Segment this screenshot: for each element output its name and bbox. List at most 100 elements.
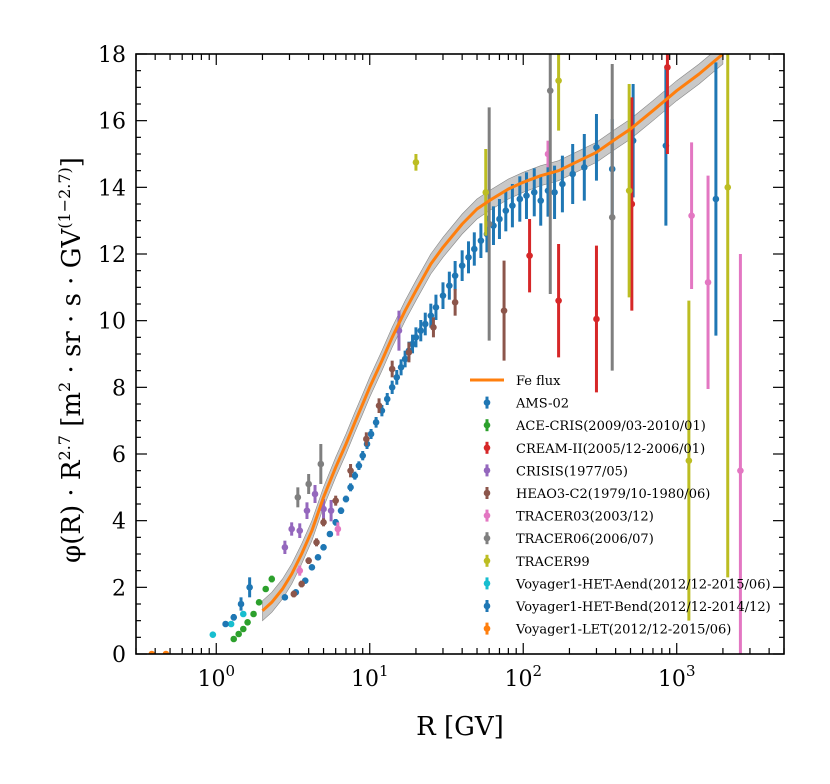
point-4-8 bbox=[375, 402, 383, 409]
point-5-0 bbox=[296, 567, 304, 574]
point-0-40 bbox=[502, 207, 510, 214]
point-4-4 bbox=[320, 519, 327, 526]
series-10 bbox=[148, 650, 170, 654]
point-4-10 bbox=[405, 349, 413, 356]
point-7-0 bbox=[412, 159, 420, 166]
y-tick-label: 4 bbox=[112, 510, 126, 535]
legend-marker-icon bbox=[483, 512, 491, 519]
point-3-3 bbox=[303, 507, 311, 514]
legend-marker-icon bbox=[483, 625, 491, 632]
point-0-3 bbox=[308, 564, 316, 571]
legend-marker-icon bbox=[483, 557, 491, 565]
point-0-45 bbox=[537, 197, 545, 204]
series-3 bbox=[281, 310, 403, 554]
legend-entry-6: TRACER03(2003/12) bbox=[483, 510, 654, 525]
x-tick-label: 102 bbox=[504, 662, 542, 692]
point-1-0 bbox=[230, 635, 238, 643]
point-0-34 bbox=[465, 254, 472, 261]
y-axis-title-phi: φ(R) · R bbox=[57, 459, 87, 563]
point-2-1 bbox=[555, 297, 562, 304]
point-0-29 bbox=[432, 304, 440, 311]
fit-curve-layer bbox=[261, 54, 724, 612]
point-0-50 bbox=[581, 164, 588, 171]
point-4-12 bbox=[451, 299, 459, 306]
point-0-4 bbox=[314, 554, 322, 561]
point-3-1 bbox=[288, 525, 295, 533]
x-tick-label: 100 bbox=[197, 662, 235, 692]
point-9-2 bbox=[237, 600, 245, 608]
point-9-0 bbox=[222, 620, 229, 628]
legend-label: TRACER99 bbox=[516, 555, 590, 570]
point-1-1 bbox=[235, 630, 242, 638]
point-4-11 bbox=[430, 324, 437, 331]
point-4-7 bbox=[363, 435, 370, 443]
fit-uncertainty-band bbox=[262, 54, 724, 622]
legend-label: TRACER03(2003/12) bbox=[516, 510, 654, 525]
point-1-7 bbox=[268, 575, 276, 583]
y-tick-label: 18 bbox=[98, 43, 126, 68]
point-0-49 bbox=[569, 170, 576, 178]
series-8 bbox=[209, 610, 247, 638]
legend: Fe flux AMS-02 ACE-CRIS(2009/03-2010/01) CR… bbox=[470, 374, 771, 638]
point-8-1 bbox=[227, 620, 235, 628]
legend-marker-icon bbox=[483, 580, 491, 587]
legend-label: Fe flux bbox=[516, 374, 561, 389]
point-0-5 bbox=[320, 544, 327, 551]
point-5-4 bbox=[704, 279, 712, 286]
series-6 bbox=[294, 54, 616, 508]
point-3-5 bbox=[320, 505, 327, 513]
point-7-3 bbox=[625, 187, 633, 194]
point-7-4 bbox=[685, 457, 693, 464]
point-2-2 bbox=[593, 315, 600, 323]
point-8-2 bbox=[239, 610, 247, 618]
y-axis-title-exp1: 2.7 bbox=[55, 435, 74, 460]
legend-entry-0: Fe flux bbox=[470, 374, 561, 389]
point-0-13 bbox=[359, 452, 367, 459]
y-axis-title-units-close: ] bbox=[57, 157, 87, 167]
series-7 bbox=[412, 54, 732, 621]
legend-label: CRISIS(1977/05) bbox=[516, 464, 628, 479]
legend-entry-3: CREAM-II(2005/12-2006/01) bbox=[483, 441, 705, 457]
y-tick-label: 16 bbox=[98, 110, 126, 135]
point-4-1 bbox=[298, 580, 305, 588]
point-0-48 bbox=[559, 180, 566, 188]
legend-label: TRACER06(2006/07) bbox=[516, 532, 654, 547]
point-5-5 bbox=[737, 467, 744, 474]
x-tick-label: 101 bbox=[351, 662, 389, 692]
x-tick-label: 103 bbox=[658, 662, 696, 692]
y-axis-title-units-open: [m bbox=[57, 392, 87, 435]
point-4-6 bbox=[347, 467, 354, 474]
legend-marker-icon bbox=[483, 421, 491, 429]
legend-label: CREAM-II(2005/12-2006/01) bbox=[516, 442, 705, 457]
point-0-42 bbox=[516, 195, 524, 203]
legend-entry-4: CRISIS(1977/05) bbox=[483, 464, 628, 479]
y-tick-label: 12 bbox=[98, 243, 126, 268]
point-0-6 bbox=[326, 530, 334, 538]
series-4 bbox=[290, 260, 508, 598]
point-0-22 bbox=[401, 355, 409, 363]
point-5-3 bbox=[688, 212, 695, 219]
point-0-36 bbox=[477, 237, 485, 244]
point-4-3 bbox=[313, 539, 320, 546]
point-0-51 bbox=[593, 144, 600, 151]
y-axis-title: φ(R) · R2.7 [m2 · sr · s · GV(1−2.7)] bbox=[55, 157, 87, 563]
point-4-2 bbox=[305, 557, 312, 564]
legend-entry-5: HEAO3-C2(1979/10-1980/06) bbox=[483, 487, 710, 502]
y-tick-label: 8 bbox=[112, 376, 126, 401]
point-0-10 bbox=[347, 484, 354, 491]
series-1 bbox=[230, 575, 276, 643]
legend-marker-icon bbox=[483, 399, 491, 406]
point-6-2 bbox=[317, 460, 325, 468]
point-0-25 bbox=[412, 334, 420, 341]
point-4-13 bbox=[500, 307, 508, 314]
point-6-0 bbox=[294, 494, 302, 501]
point-6-5 bbox=[608, 214, 616, 221]
x-axis-title: R [GV] bbox=[416, 712, 504, 742]
point-9-1 bbox=[230, 614, 238, 621]
y-tick-label: 0 bbox=[112, 643, 126, 668]
legend-entry-1: AMS-02 bbox=[483, 396, 569, 412]
point-0-27 bbox=[421, 320, 429, 328]
legend-entry-9: Voyager1-HET-Aend(2012/12-2015/06) bbox=[483, 577, 771, 592]
legend-entry-7: TRACER06(2006/07) bbox=[483, 532, 654, 547]
